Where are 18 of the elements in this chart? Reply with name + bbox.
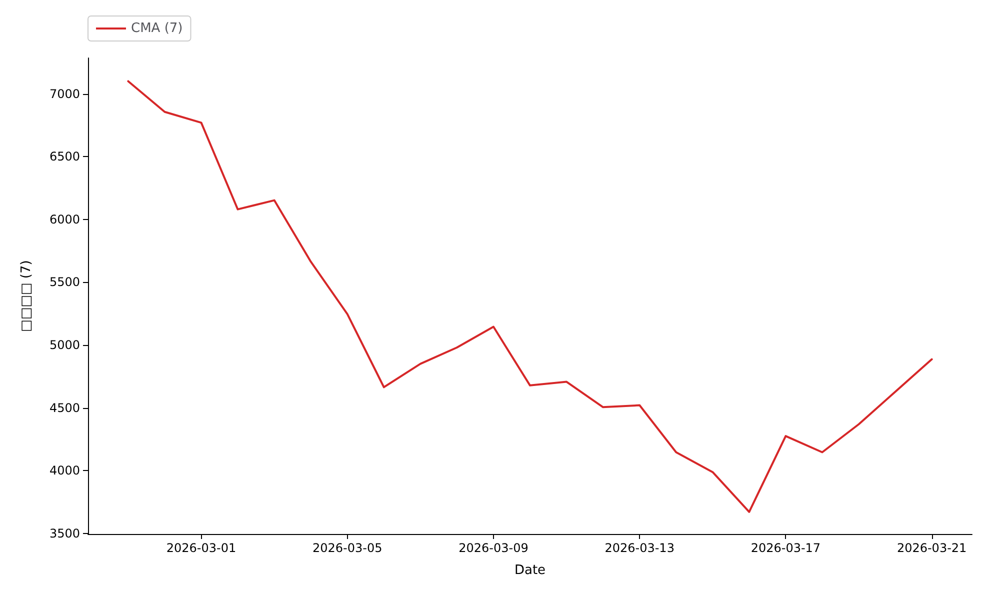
- y-tick-label: 7000: [49, 86, 80, 101]
- x-tick-label: 2026-03-01: [166, 541, 236, 555]
- y-tick-label: 4000: [49, 464, 80, 478]
- y-axis-title: □□□□ (7): [19, 260, 34, 332]
- line-series: [127, 80, 933, 513]
- y-tick-label: 4500: [49, 400, 80, 415]
- x-tick-label: 2026-03-21: [896, 541, 967, 555]
- y-tick-label: 5500: [49, 275, 80, 290]
- x-tick-label: 2026-03-13: [604, 541, 674, 555]
- x-tick-label: 2026-03-09: [458, 541, 528, 555]
- x-tick-label: 2026-03-05: [312, 541, 382, 555]
- y-tick-label: 5000: [49, 338, 80, 352]
- y-tick-label: 3500: [49, 526, 80, 540]
- y-tick-label: 6000: [49, 212, 80, 226]
- legend-label: CMA (7): [131, 21, 183, 36]
- x-axis-title: Date: [514, 563, 546, 578]
- y-tick-label: 6500: [49, 150, 80, 164]
- x-tick-label: 2026-03-17: [750, 541, 821, 555]
